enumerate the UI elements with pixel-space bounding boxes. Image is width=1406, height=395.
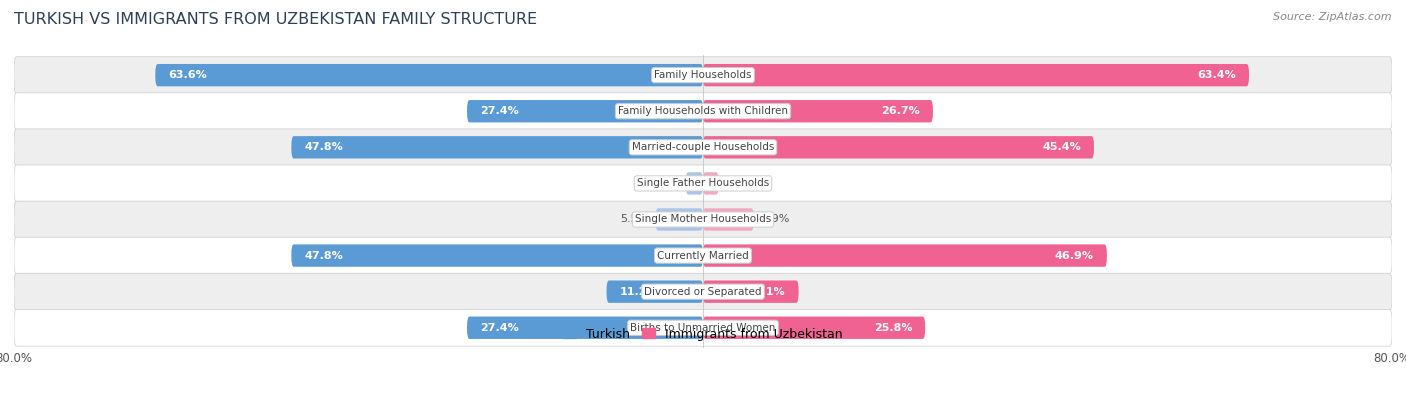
Text: 26.7%: 26.7% xyxy=(882,106,920,116)
Text: Single Mother Households: Single Mother Households xyxy=(636,214,770,224)
FancyBboxPatch shape xyxy=(703,316,925,339)
FancyBboxPatch shape xyxy=(703,280,799,303)
FancyBboxPatch shape xyxy=(467,100,703,122)
FancyBboxPatch shape xyxy=(14,165,1392,202)
FancyBboxPatch shape xyxy=(14,201,1392,238)
FancyBboxPatch shape xyxy=(291,136,703,158)
Text: 63.6%: 63.6% xyxy=(169,70,207,80)
FancyBboxPatch shape xyxy=(703,245,1107,267)
Text: Divorced or Separated: Divorced or Separated xyxy=(644,287,762,297)
FancyBboxPatch shape xyxy=(14,309,1392,346)
Legend: Turkish, Immigrants from Uzbekistan: Turkish, Immigrants from Uzbekistan xyxy=(560,324,846,344)
Text: Married-couple Households: Married-couple Households xyxy=(631,142,775,152)
Text: Source: ZipAtlas.com: Source: ZipAtlas.com xyxy=(1274,12,1392,22)
Text: TURKISH VS IMMIGRANTS FROM UZBEKISTAN FAMILY STRUCTURE: TURKISH VS IMMIGRANTS FROM UZBEKISTAN FA… xyxy=(14,12,537,27)
Text: Single Father Households: Single Father Households xyxy=(637,179,769,188)
FancyBboxPatch shape xyxy=(291,245,703,267)
FancyBboxPatch shape xyxy=(703,64,1249,87)
Text: 2.0%: 2.0% xyxy=(651,179,679,188)
Text: 63.4%: 63.4% xyxy=(1198,70,1236,80)
FancyBboxPatch shape xyxy=(14,129,1392,166)
Text: Births to Unmarried Women: Births to Unmarried Women xyxy=(630,323,776,333)
FancyBboxPatch shape xyxy=(606,280,703,303)
Text: 5.9%: 5.9% xyxy=(761,214,789,224)
FancyBboxPatch shape xyxy=(703,172,718,195)
FancyBboxPatch shape xyxy=(703,100,934,122)
FancyBboxPatch shape xyxy=(467,316,703,339)
FancyBboxPatch shape xyxy=(14,273,1392,310)
Text: Currently Married: Currently Married xyxy=(657,250,749,261)
Text: 27.4%: 27.4% xyxy=(479,106,519,116)
FancyBboxPatch shape xyxy=(14,57,1392,94)
FancyBboxPatch shape xyxy=(703,136,1094,158)
Text: 5.5%: 5.5% xyxy=(620,214,648,224)
FancyBboxPatch shape xyxy=(703,208,754,231)
Text: 11.2%: 11.2% xyxy=(620,287,658,297)
FancyBboxPatch shape xyxy=(14,237,1392,274)
FancyBboxPatch shape xyxy=(655,208,703,231)
FancyBboxPatch shape xyxy=(155,64,703,87)
FancyBboxPatch shape xyxy=(14,93,1392,130)
Text: 45.4%: 45.4% xyxy=(1042,142,1081,152)
FancyBboxPatch shape xyxy=(686,172,703,195)
Text: 11.1%: 11.1% xyxy=(747,287,786,297)
Text: Family Households: Family Households xyxy=(654,70,752,80)
Text: 46.9%: 46.9% xyxy=(1054,250,1094,261)
Text: Family Households with Children: Family Households with Children xyxy=(619,106,787,116)
Text: 47.8%: 47.8% xyxy=(304,250,343,261)
Text: 25.8%: 25.8% xyxy=(873,323,912,333)
Text: 27.4%: 27.4% xyxy=(479,323,519,333)
Text: 47.8%: 47.8% xyxy=(304,142,343,152)
Text: 1.8%: 1.8% xyxy=(725,179,754,188)
